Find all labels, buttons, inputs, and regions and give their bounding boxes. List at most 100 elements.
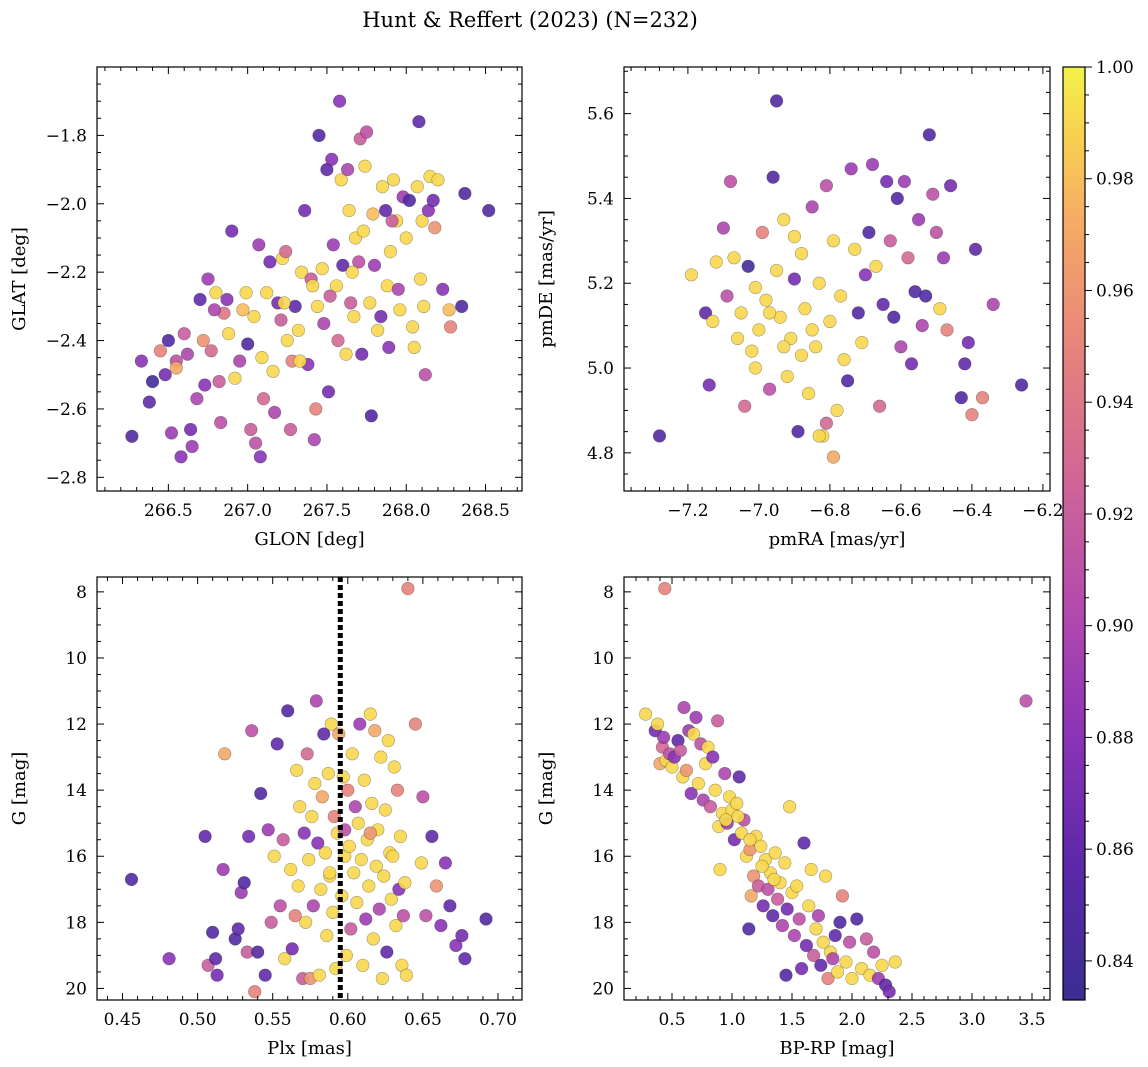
data-point <box>309 402 323 416</box>
data-point <box>312 968 326 982</box>
data-point <box>752 323 766 337</box>
data-point <box>258 968 272 982</box>
data-point <box>805 200 819 214</box>
data-point <box>356 958 370 972</box>
data-point <box>212 375 226 389</box>
colorbar-tick-label: 0.90 <box>1096 617 1134 637</box>
data-point <box>190 392 204 406</box>
data-point <box>802 899 816 913</box>
data-point <box>153 344 167 358</box>
data-point <box>196 333 210 348</box>
data-point <box>689 710 703 725</box>
data-point <box>875 958 889 972</box>
data-point <box>787 928 802 943</box>
data-point <box>904 357 919 371</box>
data-point <box>821 971 835 986</box>
data-point <box>327 809 341 824</box>
data-point <box>986 297 1000 312</box>
data-point <box>374 310 388 324</box>
data-point <box>922 128 936 142</box>
data-point <box>210 968 224 982</box>
y-tick-label: 5.2 <box>587 274 614 294</box>
data-point <box>347 866 361 880</box>
data-point <box>775 918 790 933</box>
data-point <box>363 826 377 840</box>
y-tick-label: 5.6 <box>587 105 614 125</box>
data-point <box>198 829 212 844</box>
data-point <box>353 717 367 731</box>
scatter-panel-plx-g: 0.45 0.50 0.55 0.60 0.65 0.70 8 10 12 14 16 18 20 Plx… <box>9 576 523 1059</box>
data-point <box>364 409 378 423</box>
data-point <box>691 776 706 791</box>
data-point <box>418 368 432 382</box>
y-tick-label: 10 <box>592 649 614 669</box>
data-point <box>216 862 230 877</box>
x-tick-label: 266.5 <box>144 501 193 521</box>
data-point <box>799 938 814 953</box>
data-point <box>702 378 716 392</box>
data-point <box>791 425 805 439</box>
data-point <box>261 823 275 837</box>
data-point <box>915 319 929 333</box>
data-point <box>933 302 947 316</box>
data-point <box>458 186 472 201</box>
axes-frame <box>96 66 523 492</box>
data-point <box>656 730 671 744</box>
y-tick-label: 14 <box>592 781 614 801</box>
data-point <box>371 323 385 337</box>
data-point <box>787 272 802 286</box>
data-point <box>779 968 793 982</box>
data-point <box>233 354 247 368</box>
data-point <box>358 159 372 173</box>
data-point <box>267 849 281 863</box>
data-point <box>911 213 926 227</box>
data-point <box>958 357 972 371</box>
data-point <box>302 852 316 867</box>
y-tick-label: 14 <box>65 781 87 801</box>
data-point <box>288 299 302 314</box>
data-point <box>965 408 979 422</box>
data-point <box>360 125 374 139</box>
data-point <box>919 289 933 303</box>
data-point <box>455 299 469 314</box>
data-point <box>741 259 755 273</box>
data-point <box>334 173 348 187</box>
x-tick-label: −7.0 <box>738 501 779 521</box>
data-point <box>362 879 376 893</box>
y-tick-label: −2.0 <box>46 195 87 215</box>
data-point <box>256 392 271 406</box>
data-point <box>809 340 823 354</box>
data-point <box>766 170 780 184</box>
data-point <box>869 259 883 273</box>
data-point <box>320 928 334 943</box>
data-point <box>298 204 312 218</box>
y-tick-label: −2.6 <box>46 400 87 420</box>
data-point <box>345 747 359 761</box>
data-point <box>798 302 812 316</box>
scatter-panel-bprp-g: 0.5 1.0 1.5 2.0 2.5 3.0 3.5 8 10 12 14 16 18 20 BP-RP … <box>536 576 1051 1059</box>
data-point <box>759 293 773 307</box>
data-point <box>355 347 369 361</box>
x-tick-label: −6.6 <box>880 501 921 521</box>
data-point <box>331 333 345 348</box>
data-point <box>429 879 444 893</box>
data-point <box>254 786 268 801</box>
colorbar-tick-label: 0.96 <box>1096 281 1134 301</box>
data-point <box>264 915 278 929</box>
x-tick-label: 267.0 <box>223 501 272 521</box>
data-point <box>366 932 380 946</box>
data-point <box>866 945 881 959</box>
data-point <box>890 191 904 205</box>
data-point <box>826 234 841 248</box>
data-point <box>413 272 428 286</box>
data-point <box>295 265 309 279</box>
data-point <box>273 899 287 913</box>
data-point <box>142 395 156 409</box>
data-point <box>317 727 331 741</box>
axes-frame <box>96 576 523 1001</box>
data-point <box>318 846 332 860</box>
x-axis-label: pmRA [mas/yr] <box>769 529 906 550</box>
data-point <box>797 836 811 850</box>
data-point <box>811 909 826 923</box>
data-point <box>756 899 770 913</box>
